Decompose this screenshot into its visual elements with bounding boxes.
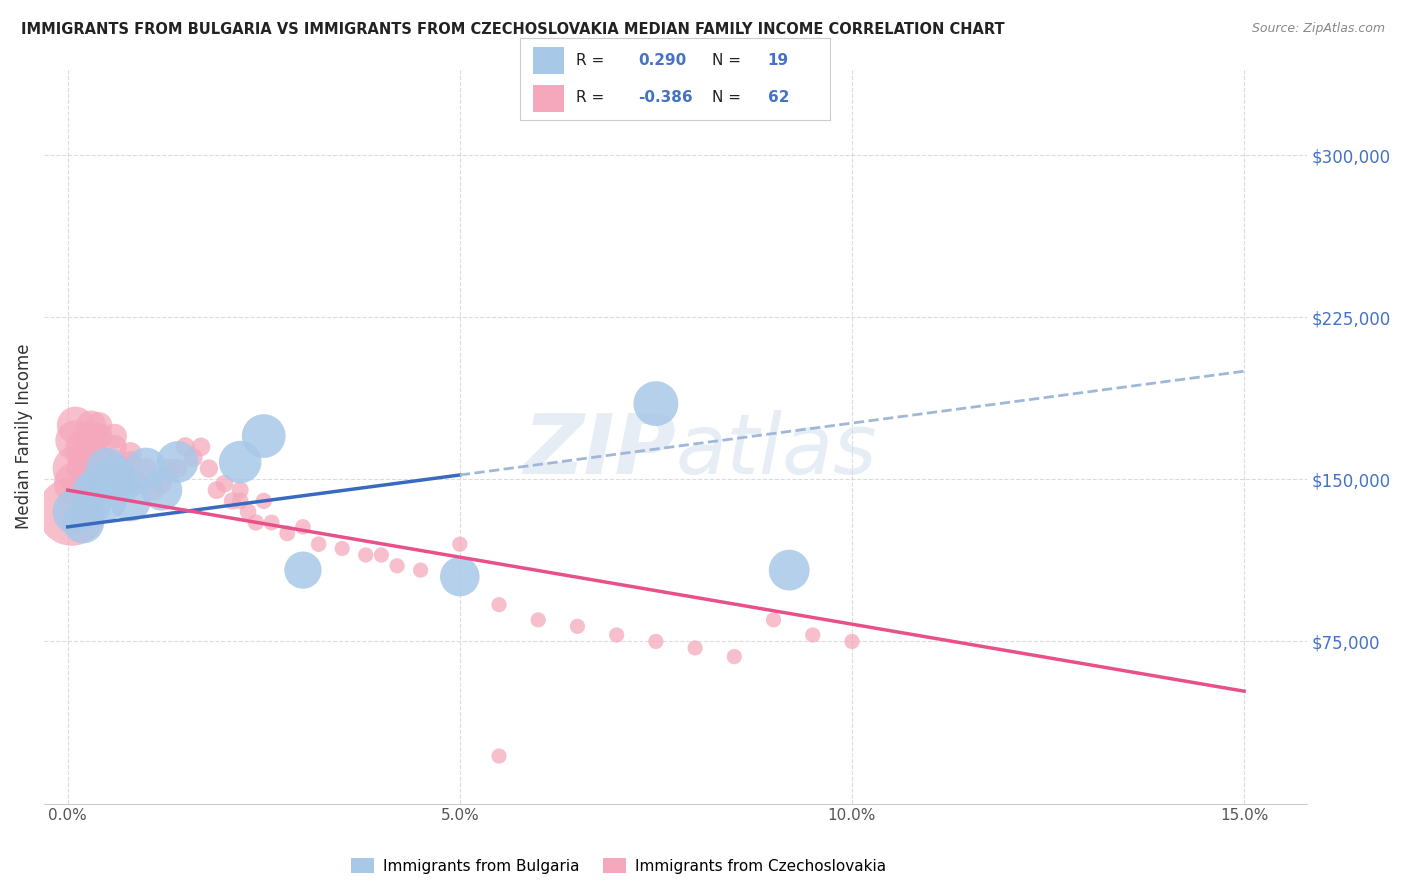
Point (111, 461, 134, 475)
Point (72, 516, 94, 530)
Text: IMMIGRANTS FROM BULGARIA VS IMMIGRANTS FROM CZECHOSLOVAKIA MEDIAN FAMILY INCOME : IMMIGRANTS FROM BULGARIA VS IMMIGRANTS F… (21, 22, 1005, 37)
Point (449, 569, 471, 583)
Point (841, 634, 863, 648)
Point (96, 494, 118, 508)
Point (72, 440, 94, 454)
Point (80, 429, 103, 443)
Point (291, 520, 314, 534)
Bar (533, 46, 564, 74)
Point (96, 461, 118, 475)
Point (87, 429, 110, 443)
Point (120, 455, 142, 469)
Point (72, 450, 94, 465)
Point (65, 505, 87, 519)
Point (409, 563, 432, 577)
Point (150, 476, 173, 491)
Point (104, 467, 127, 482)
Point (127, 476, 149, 491)
Point (174, 440, 197, 454)
Point (527, 613, 550, 627)
Point (260, 516, 283, 530)
Point (221, 494, 243, 508)
Point (723, 649, 745, 664)
Point (354, 548, 377, 562)
Point (72, 461, 94, 475)
Bar (533, 85, 564, 112)
Point (65, 476, 87, 491)
Point (488, 749, 510, 764)
Point (65, 434, 87, 448)
Point (166, 461, 188, 475)
Legend: Immigrants from Bulgaria, Immigrants from Czechoslovakia: Immigrants from Bulgaria, Immigrants fro… (346, 852, 891, 880)
Point (683, 640, 706, 655)
Text: Source: ZipAtlas.com: Source: ZipAtlas.com (1251, 22, 1385, 36)
Point (778, 563, 800, 577)
Point (385, 558, 408, 573)
Point (236, 505, 259, 519)
Text: atlas: atlas (675, 410, 877, 491)
Point (159, 461, 181, 475)
Point (308, 537, 330, 551)
Point (135, 461, 157, 475)
Point (198, 461, 221, 475)
Text: R =: R = (576, 53, 605, 68)
Point (166, 455, 188, 469)
Point (245, 516, 267, 530)
Point (111, 476, 134, 491)
Point (87, 450, 110, 465)
Point (104, 440, 127, 454)
Point (181, 450, 204, 465)
Point (606, 628, 628, 642)
Point (142, 483, 165, 497)
Point (65, 418, 87, 433)
Text: N =: N = (711, 53, 741, 68)
Point (135, 461, 157, 475)
Point (214, 476, 236, 491)
Point (801, 628, 824, 642)
Text: -0.386: -0.386 (638, 90, 692, 105)
Point (276, 526, 298, 541)
Point (330, 541, 353, 556)
Point (80, 440, 103, 454)
Point (96, 461, 118, 475)
Point (253, 429, 276, 443)
Point (488, 598, 510, 612)
Point (567, 619, 589, 633)
Text: 19: 19 (768, 53, 789, 68)
Y-axis label: Median Family Income: Median Family Income (15, 343, 32, 529)
Point (229, 455, 252, 469)
Point (120, 494, 142, 508)
Point (80, 418, 103, 433)
Point (104, 429, 127, 443)
Point (229, 483, 252, 497)
Point (644, 397, 666, 411)
Point (150, 483, 173, 497)
Point (60, 505, 83, 519)
Point (80, 483, 103, 497)
Point (80, 498, 103, 512)
Point (96, 455, 118, 469)
Point (111, 476, 134, 491)
Point (205, 483, 228, 497)
Point (370, 548, 392, 562)
Point (229, 494, 252, 508)
Point (762, 613, 785, 627)
Point (190, 440, 212, 454)
Text: 0.290: 0.290 (638, 53, 686, 68)
Point (65, 461, 87, 475)
Point (120, 446, 142, 460)
Point (253, 494, 276, 508)
Point (644, 634, 666, 648)
Point (449, 537, 471, 551)
Text: R =: R = (576, 90, 605, 105)
Text: 62: 62 (768, 90, 789, 105)
Text: N =: N = (711, 90, 741, 105)
Point (87, 476, 110, 491)
Text: ZIP: ZIP (523, 410, 675, 491)
Point (291, 563, 314, 577)
Point (72, 461, 94, 475)
Point (87, 418, 110, 433)
